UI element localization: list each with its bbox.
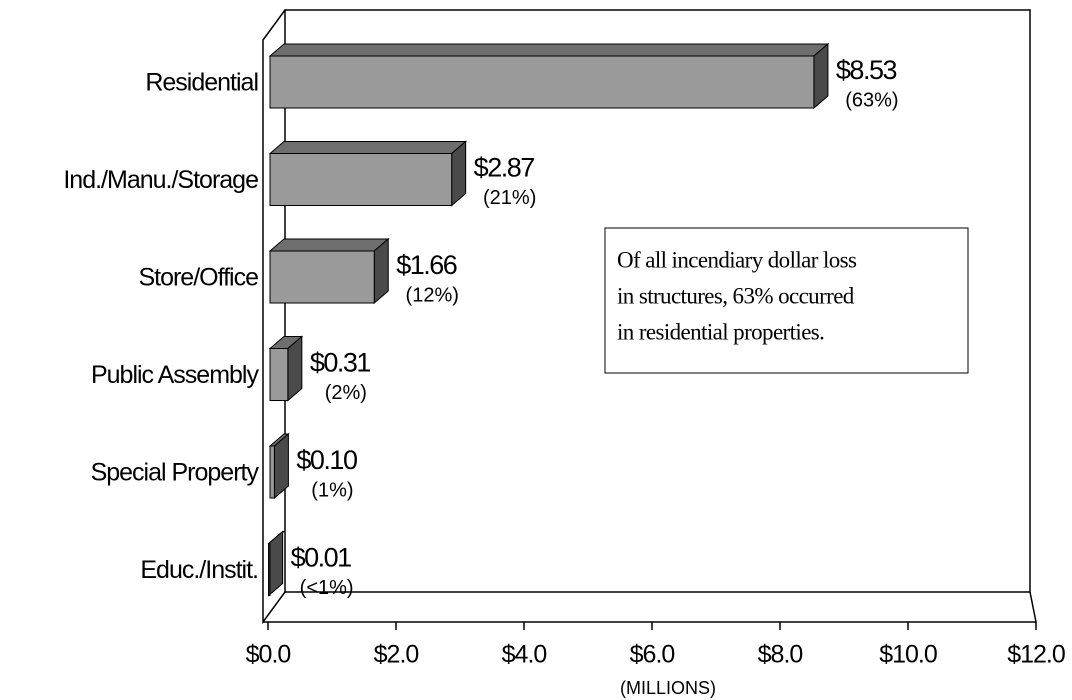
y-tick-label: Educ./Instit. [140,556,258,584]
bar [267,530,286,597]
value-label: $1.66 [396,250,457,280]
x-tick-label: $8.0 [758,641,803,669]
bar-side [287,335,303,402]
y-tick-label: Public Assembly [91,361,260,389]
x-tick-label: $12.0 [1007,641,1065,669]
x-axis-label: (MILLIONS) [620,678,716,698]
annotation-box [604,227,969,374]
bar [268,335,304,402]
share-label: (2%) [325,382,367,404]
bar-top [268,238,390,252]
x-tick-label: $4.0 [502,641,547,669]
left-wall [262,9,286,625]
value-label: $0.01 [291,543,352,573]
y-tick-label: Special Property [91,459,260,487]
y-tick-label: Ind./Manu./Storage [63,166,258,194]
share-label: (12%) [406,284,459,306]
bar [268,432,290,500]
bar [268,42,830,110]
value-label: $0.31 [310,348,371,378]
bar-front [269,445,275,499]
bar-front [269,55,815,109]
x-tick-label: $6.0 [630,641,675,669]
y-tick-label: Residential [145,69,258,97]
x-tick-label: $2.0 [374,641,419,669]
share-label: (1%) [311,479,353,501]
value-label: $0.10 [296,445,357,475]
share-label: (<1%) [300,577,354,599]
annotation-line: in structures, 63% occurred [617,283,855,308]
annotation-line: Of all incendiary dollar loss [617,247,857,272]
annotation-line: in residential properties. [617,319,824,344]
share-label: (63%) [845,89,898,111]
x-tick-label: $10.0 [879,641,937,669]
bar-front [269,250,375,304]
value-label: $2.87 [474,153,535,183]
bar-side [268,530,284,597]
x-tick-label: $0.0 [246,641,291,669]
bar-front [269,153,453,206]
bar-side [273,432,289,500]
y-tick-label: Store/Office [138,264,258,292]
bar [268,237,390,305]
bar-side [451,140,467,207]
floor [263,591,1037,623]
bar-front [268,543,271,596]
bar [268,140,468,207]
bar-top [268,43,830,57]
share-label: (21%) [483,187,536,209]
bar-side [373,237,389,305]
value-label: $8.53 [836,55,897,85]
bar-front [269,348,289,401]
bar-top [268,141,468,154]
bar-side [813,42,829,110]
